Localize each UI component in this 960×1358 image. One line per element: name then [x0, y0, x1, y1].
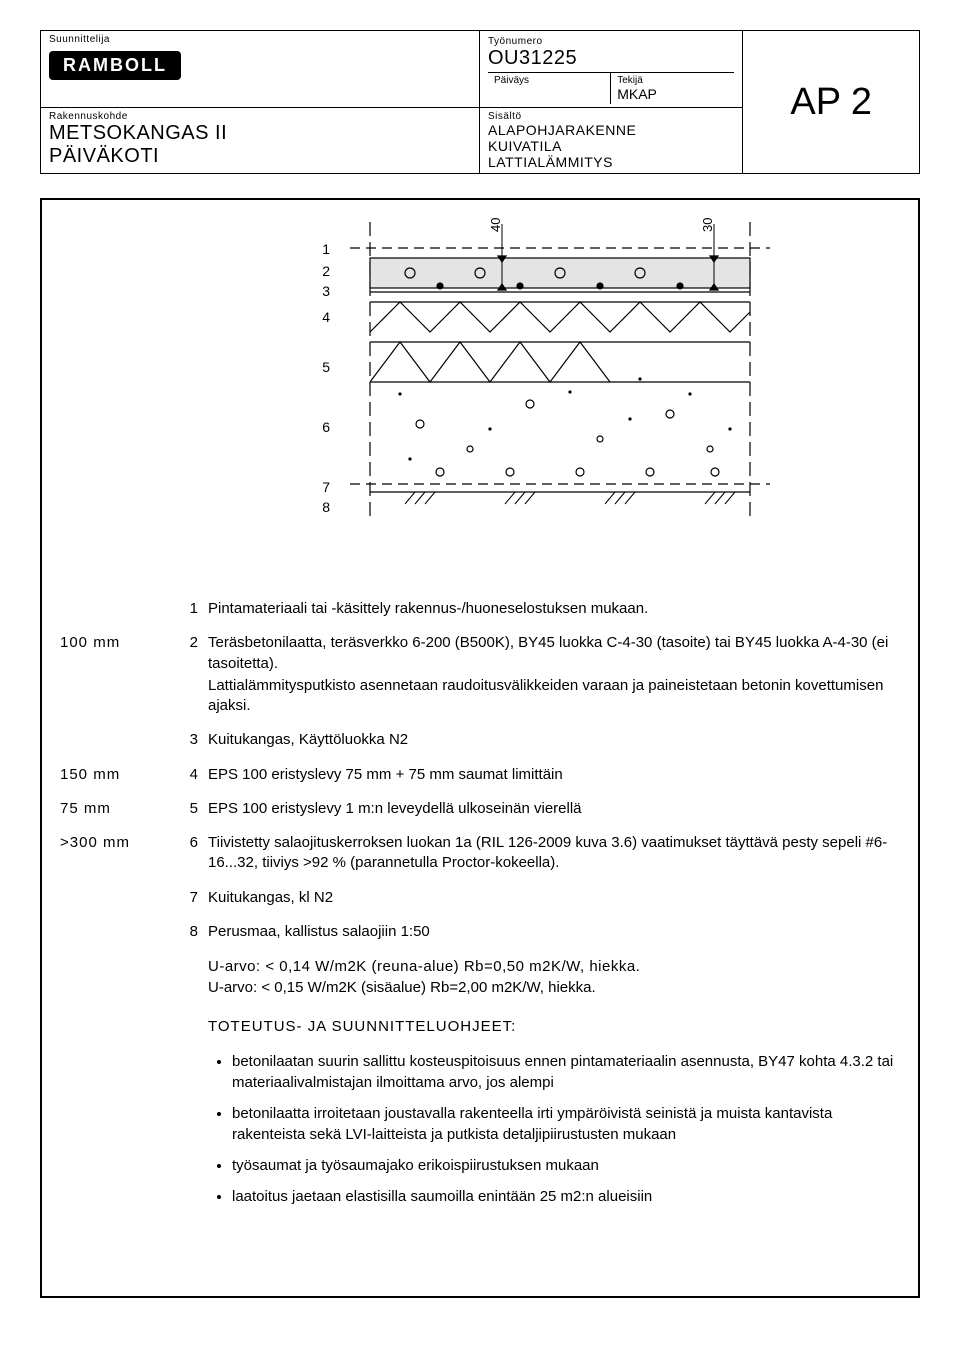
sheet-code: AP 2 [743, 31, 919, 173]
spec-text: Perusmaa, kallistus salaojiin 1:50 [208, 922, 900, 942]
project-line2: PÄIVÄKOTI [49, 145, 471, 168]
diag-num-6: 6 [322, 419, 330, 435]
diag-num-3: 3 [322, 283, 330, 299]
note-item: betonilaatta irroitetaan joustavalla rak… [232, 1103, 900, 1145]
spec-text: Teräsbetonilaatta, teräsverkko 6-200 (B5… [208, 633, 900, 716]
notes-heading: TOTEUTUS- JA SUUNNITTELUOHJEET: [208, 1016, 900, 1037]
spec-num: 7 [180, 888, 208, 908]
project-line1: METSOKANGAS II [49, 122, 471, 145]
spec-dim: 75 mm [60, 799, 180, 819]
jobno-label: Työnumero [488, 36, 734, 47]
spec-num: 1 [180, 599, 208, 619]
section-diagram: 1 2 3 4 5 6 7 8 40 30 [60, 214, 900, 529]
uvalue-line2: U-arvo: < 0,15 W/m2K (sisäalue) Rb=2,00 … [208, 977, 900, 998]
note-item: betonilaatan suurin sallittu kosteuspito… [232, 1051, 900, 1093]
note-item: laatoitus jaetaan elastisilla saumoilla … [232, 1186, 900, 1207]
spec-dim [60, 922, 180, 942]
content-line1: ALAPOHJARAKENNE [488, 122, 734, 138]
spec-text: Pintamateriaali tai -käsittely rakennus-… [208, 599, 900, 619]
spec-num: 8 [180, 922, 208, 942]
spec-num: 2 [180, 633, 208, 716]
content-line3: LATTIALÄMMITYS [488, 154, 734, 170]
date-cell: Päiväys [488, 72, 611, 104]
spec-dim [60, 730, 180, 750]
designer-label: Suunnittelija [49, 34, 471, 45]
spec-dim: 100 mm [60, 633, 180, 716]
diag-num-4: 4 [322, 309, 330, 325]
spec-text: Kuitukangas, kl N2 [208, 888, 900, 908]
diagram-svg: 1 2 3 4 5 6 7 8 40 30 [170, 214, 790, 524]
content-line2: KUIVATILA [488, 138, 734, 154]
spec-row: 100 mm2Teräsbetonilaatta, teräsverkko 6-… [60, 633, 900, 716]
author-cell: Tekijä MKAP [611, 72, 734, 104]
designer-cell: Suunnittelija RAMBOLL [41, 31, 480, 107]
ramboll-logo: RAMBOLL [49, 51, 181, 80]
diag-num-1: 1 [322, 241, 330, 257]
dim-30: 30 [700, 218, 715, 232]
spec-row: 8Perusmaa, kallistus salaojiin 1:50 [60, 922, 900, 942]
content-cell: Sisältö ALAPOHJARAKENNE KUIVATILA LATTIA… [480, 107, 743, 173]
spec-num: 3 [180, 730, 208, 750]
notes-list: betonilaatan suurin sallittu kosteuspito… [208, 1051, 900, 1207]
spec-text: EPS 100 eristyslevy 1 m:n leveydellä ulk… [208, 799, 900, 819]
spec-dim [60, 888, 180, 908]
spec-num: 5 [180, 799, 208, 819]
spec-dim [60, 599, 180, 619]
uvalue-line1: U-arvo: < 0,14 W/m2K (reuna-alue) Rb=0,5… [208, 956, 900, 977]
jobno-value: OU31225 [488, 47, 734, 70]
jobno-cell: Työnumero OU31225 Päiväys Tekijä MKAP [480, 31, 743, 107]
layer-spec-table: 1Pintamateriaali tai -käsittely rakennus… [60, 599, 900, 942]
spec-row: 7Kuitukangas, kl N2 [60, 888, 900, 908]
author-value: MKAP [617, 86, 657, 102]
date-label: Päiväys [494, 75, 529, 86]
spec-row: 1Pintamateriaali tai -käsittely rakennus… [60, 599, 900, 619]
spec-row: 75 mm5EPS 100 eristyslevy 1 m:n leveydel… [60, 799, 900, 819]
diag-num-7: 7 [322, 479, 330, 495]
title-block: Suunnittelija RAMBOLL Työnumero OU31225 … [40, 30, 920, 174]
notes-block: U-arvo: < 0,14 W/m2K (reuna-alue) Rb=0,5… [208, 956, 900, 1207]
diag-num-2: 2 [322, 263, 330, 279]
note-item: työsaumat ja työsaumajako erikoispiirust… [232, 1155, 900, 1176]
content-label: Sisältö [488, 111, 734, 122]
spec-row: 3Kuitukangas, Käyttöluokka N2 [60, 730, 900, 750]
project-label: Rakennuskohde [49, 111, 471, 122]
spec-text: Tiivistetty salaojituskerroksen luokan 1… [208, 833, 900, 874]
spec-row: >300 mm6Tiivistetty salaojituskerroksen … [60, 833, 900, 874]
content-frame: 1 2 3 4 5 6 7 8 40 30 [40, 198, 920, 1298]
logo-text: RAMBOLL [63, 55, 167, 75]
spec-num: 4 [180, 765, 208, 785]
spec-dim: >300 mm [60, 833, 180, 874]
spec-dim: 150 mm [60, 765, 180, 785]
project-cell: Rakennuskohde METSOKANGAS II PÄIVÄKOTI [41, 107, 480, 173]
diag-num-8: 8 [322, 499, 330, 515]
spec-text: EPS 100 eristyslevy 75 mm + 75 mm saumat… [208, 765, 900, 785]
spec-row: 150 mm4EPS 100 eristyslevy 75 mm + 75 mm… [60, 765, 900, 785]
diag-num-5: 5 [322, 359, 330, 375]
author-label: Tekijä [617, 75, 643, 86]
spec-num: 6 [180, 833, 208, 874]
spec-text: Kuitukangas, Käyttöluokka N2 [208, 730, 900, 750]
dim-40: 40 [488, 218, 503, 232]
